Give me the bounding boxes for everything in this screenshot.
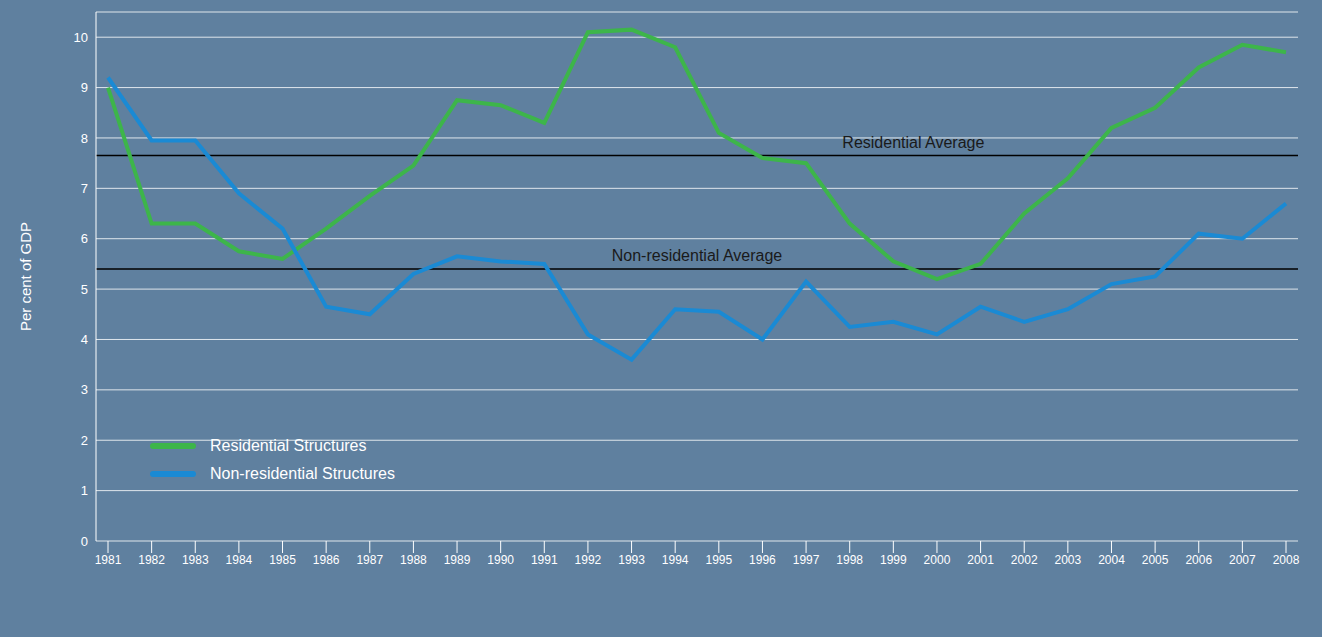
svg-text:1991: 1991 xyxy=(531,553,558,567)
svg-text:1992: 1992 xyxy=(575,553,602,567)
svg-text:1997: 1997 xyxy=(793,553,820,567)
svg-text:2002: 2002 xyxy=(1011,553,1038,567)
svg-text:1987: 1987 xyxy=(356,553,383,567)
svg-text:1986: 1986 xyxy=(313,553,340,567)
svg-text:1994: 1994 xyxy=(662,553,689,567)
svg-text:1995: 1995 xyxy=(705,553,732,567)
html-text:Non-residential Structures: Non-residential Structures xyxy=(210,465,395,482)
svg-text:1988: 1988 xyxy=(400,553,427,567)
svg-text:5: 5 xyxy=(81,282,88,297)
svg-text:2007: 2007 xyxy=(1229,553,1256,567)
svg-text:2004: 2004 xyxy=(1098,553,1125,567)
svg-text:0: 0 xyxy=(81,534,88,549)
svg-text:1983: 1983 xyxy=(182,553,209,567)
svg-text:1: 1 xyxy=(81,483,88,498)
svg-text:1985: 1985 xyxy=(269,553,296,567)
svg-text:1981: 1981 xyxy=(95,553,122,567)
svg-text:1989: 1989 xyxy=(444,553,471,567)
svg-text:2003: 2003 xyxy=(1055,553,1082,567)
svg-text:1990: 1990 xyxy=(487,553,514,567)
svg-text:2008: 2008 xyxy=(1273,553,1300,567)
svg-text:2001: 2001 xyxy=(967,553,994,567)
svg-text:1984: 1984 xyxy=(226,553,253,567)
svg-text:4: 4 xyxy=(81,332,88,347)
svg-text:6: 6 xyxy=(81,231,88,246)
svg-text:2000: 2000 xyxy=(924,553,951,567)
svg-text:8: 8 xyxy=(81,131,88,146)
svg-text:2006: 2006 xyxy=(1185,553,1212,567)
svg-text:3: 3 xyxy=(81,382,88,397)
svg-text:Non-residential Average: Non-residential Average xyxy=(612,247,783,264)
svg-text:1998: 1998 xyxy=(836,553,863,567)
svg-text:10: 10 xyxy=(74,30,88,45)
svg-text:1999: 1999 xyxy=(880,553,907,567)
svg-text:Per cent of GDP: Per cent of GDP xyxy=(17,222,34,331)
html-text:Residential Structures: Residential Structures xyxy=(210,437,367,454)
svg-text:1996: 1996 xyxy=(749,553,776,567)
svg-text:1982: 1982 xyxy=(138,553,165,567)
svg-text:2005: 2005 xyxy=(1142,553,1169,567)
svg-text:Residential Average: Residential Average xyxy=(842,134,984,151)
svg-text:9: 9 xyxy=(81,80,88,95)
svg-text:1993: 1993 xyxy=(618,553,645,567)
svg-text:2: 2 xyxy=(81,433,88,448)
svg-text:7: 7 xyxy=(81,181,88,196)
